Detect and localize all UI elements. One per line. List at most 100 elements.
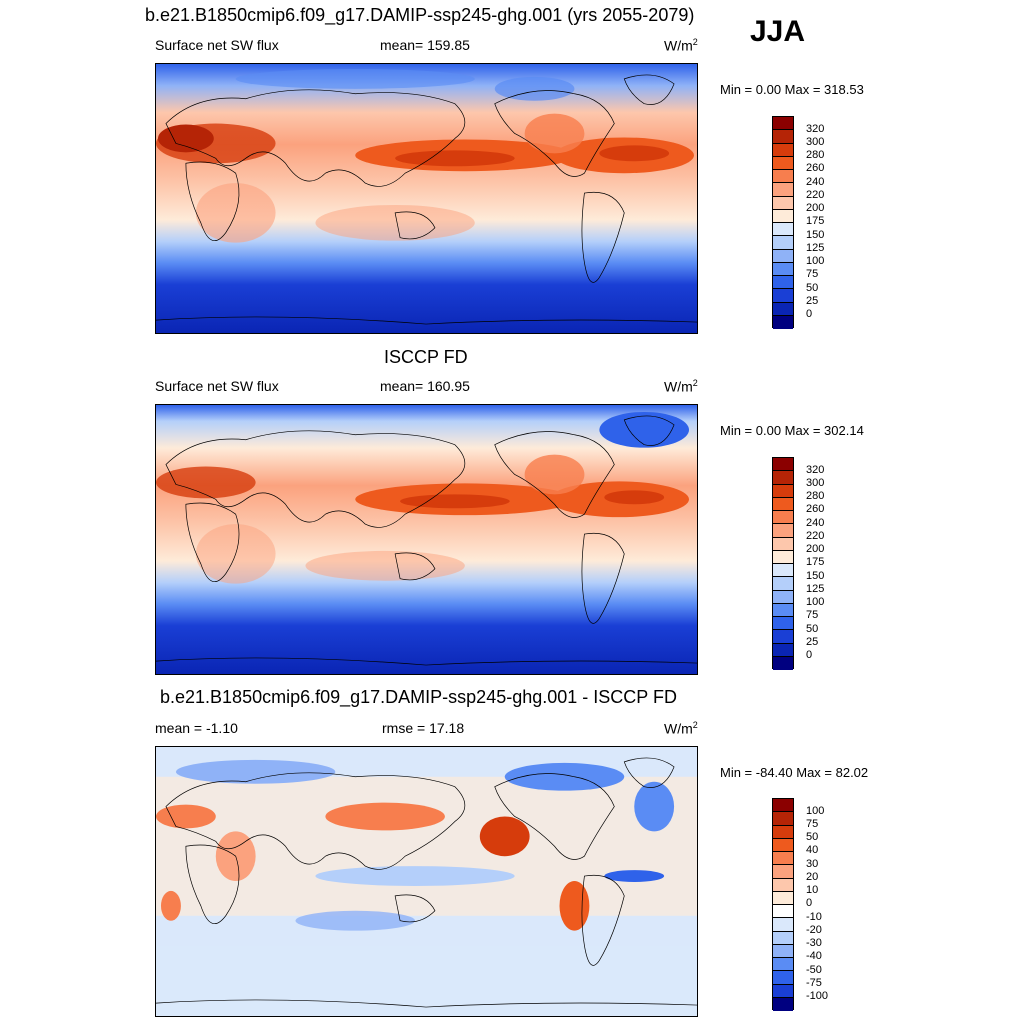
panel-3-minmax: Min = -84.40 Max = 82.02 — [720, 765, 869, 780]
panel-2-colorbar-bin — [773, 577, 793, 591]
colorbar-tick-label: 320 — [806, 464, 825, 476]
colorbar-tick-label: 100 — [806, 255, 825, 267]
panel-1-colorbar-bin — [773, 117, 793, 131]
colorbar-tick-label: 175 — [806, 556, 825, 568]
colorbar-tick-label: 220 — [806, 189, 825, 201]
panel-3-mean-label: mean = -1.10 — [155, 720, 238, 736]
colorbar-tick-label: 175 — [806, 215, 825, 227]
colorbar-tick-label: 20 — [806, 871, 819, 883]
panel-3-colorbar-bin — [773, 865, 793, 879]
colorbar-tick-label: -20 — [806, 924, 822, 936]
panel-2-left-label: Surface net SW flux — [155, 378, 279, 394]
colorbar-tick-label: 320 — [806, 123, 825, 135]
colorbar-tick-label: 125 — [806, 583, 825, 595]
colorbar-tick-label: 240 — [806, 176, 825, 188]
panel-2-colorbar-bin — [773, 511, 793, 525]
colorbar-tick-label: 125 — [806, 242, 825, 254]
panel-3-colorbar-bin — [773, 905, 793, 919]
panel-2-colorbar-bin — [773, 603, 793, 617]
panel-2-colorbar-bin — [773, 550, 793, 564]
panel-3-rmse-label: rmse = 17.18 — [382, 720, 465, 736]
colorbar-tick-label: 10 — [806, 884, 819, 896]
panel-1-units: W/m2 — [664, 37, 698, 54]
panel-3-colorbar-bin — [773, 971, 793, 985]
panel-1-left-label: Surface net SW flux — [155, 37, 279, 53]
panel-3-colorbar-bin — [773, 878, 793, 892]
panel-3-colorbar-bin — [773, 958, 793, 972]
colorbar-tick-label: 150 — [806, 570, 825, 582]
colorbar-tick-label: 280 — [806, 149, 825, 161]
panel-2-colorbar-bin — [773, 458, 793, 472]
colorbar-tick-label: 50 — [806, 282, 819, 294]
colorbar-tick-label: 300 — [806, 136, 825, 148]
panel-2-colorbar-bin — [773, 590, 793, 604]
panel-3-colorbar-bin — [773, 838, 793, 852]
panel-1-colorbar-bin — [773, 183, 793, 197]
panel-2-colorbar-bin — [773, 524, 793, 538]
colorbar-tick-label: 260 — [806, 162, 825, 174]
panel-3-colorbar — [772, 798, 794, 1011]
colorbar-tick-label: 200 — [806, 543, 825, 555]
panel-1-colorbar-bin — [773, 209, 793, 223]
panel-3-title: b.e21.B1850cmip6.f09_g17.DAMIP-ssp245-gh… — [160, 687, 677, 707]
colorbar-tick-label: 260 — [806, 503, 825, 515]
colorbar-tick-label: -75 — [806, 977, 822, 989]
panel-2-colorbar-bin — [773, 617, 793, 631]
panel-3-colorbar-bin — [773, 984, 793, 998]
panel-1-colorbar-bin — [773, 143, 793, 157]
panel-2-colorbar-bin — [773, 497, 793, 511]
panel-2-title: ISCCP FD — [384, 347, 468, 367]
panel-2-colorbar-bin — [773, 643, 793, 657]
colorbar-tick-label: 0 — [806, 649, 813, 661]
colorbar-tick-label: 0 — [806, 308, 813, 320]
panel-2-colorbar — [772, 457, 794, 670]
colorbar-tick-label: 150 — [806, 229, 825, 241]
colorbar-tick-label: 75 — [806, 268, 819, 280]
panel-3-colorbar-bin — [773, 825, 793, 839]
panel-1-colorbar-bin — [773, 302, 793, 316]
panel-1-colorbar-bin — [773, 236, 793, 250]
panel-1-colorbar-bin — [773, 156, 793, 170]
colorbar-tick-label: -40 — [806, 950, 822, 962]
panel-1-colorbar-bin — [773, 276, 793, 290]
panel-3-units: W/m2 — [664, 720, 698, 737]
colorbar-tick-label: -100 — [806, 990, 829, 1002]
colorbar-tick-label: 220 — [806, 530, 825, 542]
colorbar-tick-label: 25 — [806, 295, 819, 307]
colorbar-tick-label: -30 — [806, 937, 822, 949]
panel-3-colorbar-bin — [773, 799, 793, 813]
main-title: b.e21.B1850cmip6.f09_g17.DAMIP-ssp245-gh… — [145, 5, 695, 25]
panel-3-colorbar-bin — [773, 944, 793, 958]
panel-1-colorbar-bin — [773, 289, 793, 303]
colorbar-tick-label: 25 — [806, 636, 819, 648]
panel-2-map — [155, 404, 698, 675]
panel-1-colorbar-bin — [773, 249, 793, 263]
panel-2-units: W/m2 — [664, 378, 698, 395]
colorbar-tick-label: 30 — [806, 858, 819, 870]
panel-1-colorbar — [772, 116, 794, 329]
panel-3-colorbar-bin — [773, 997, 793, 1011]
panel-1-colorbar-bin — [773, 196, 793, 210]
panel-3-colorbar-bin — [773, 931, 793, 945]
colorbar-tick-label: 100 — [806, 805, 825, 817]
panel-3-colorbar-bin — [773, 812, 793, 826]
panel-1-colorbar-bin — [773, 315, 793, 329]
panel-2-colorbar-bin — [773, 564, 793, 578]
colorbar-tick-label: 75 — [806, 818, 819, 830]
colorbar-tick-label: 50 — [806, 623, 819, 635]
colorbar-tick-label: 100 — [806, 596, 825, 608]
panel-1-colorbar-bin — [773, 170, 793, 184]
colorbar-tick-label: 40 — [806, 844, 819, 856]
colorbar-tick-label: 280 — [806, 490, 825, 502]
panel-2-colorbar-bin — [773, 656, 793, 670]
colorbar-tick-label: 240 — [806, 517, 825, 529]
panel-1-map — [155, 63, 698, 334]
colorbar-tick-label: -10 — [806, 911, 822, 923]
panel-3-colorbar-bin — [773, 918, 793, 932]
panel-3-colorbar-bin — [773, 852, 793, 866]
panel-3-map — [155, 746, 698, 1017]
panel-2-colorbar-bin — [773, 471, 793, 485]
panel-1-colorbar-bin — [773, 262, 793, 276]
panel-2-minmax: Min = 0.00 Max = 302.14 — [720, 423, 864, 438]
panel-1-minmax: Min = 0.00 Max = 318.53 — [720, 82, 864, 97]
